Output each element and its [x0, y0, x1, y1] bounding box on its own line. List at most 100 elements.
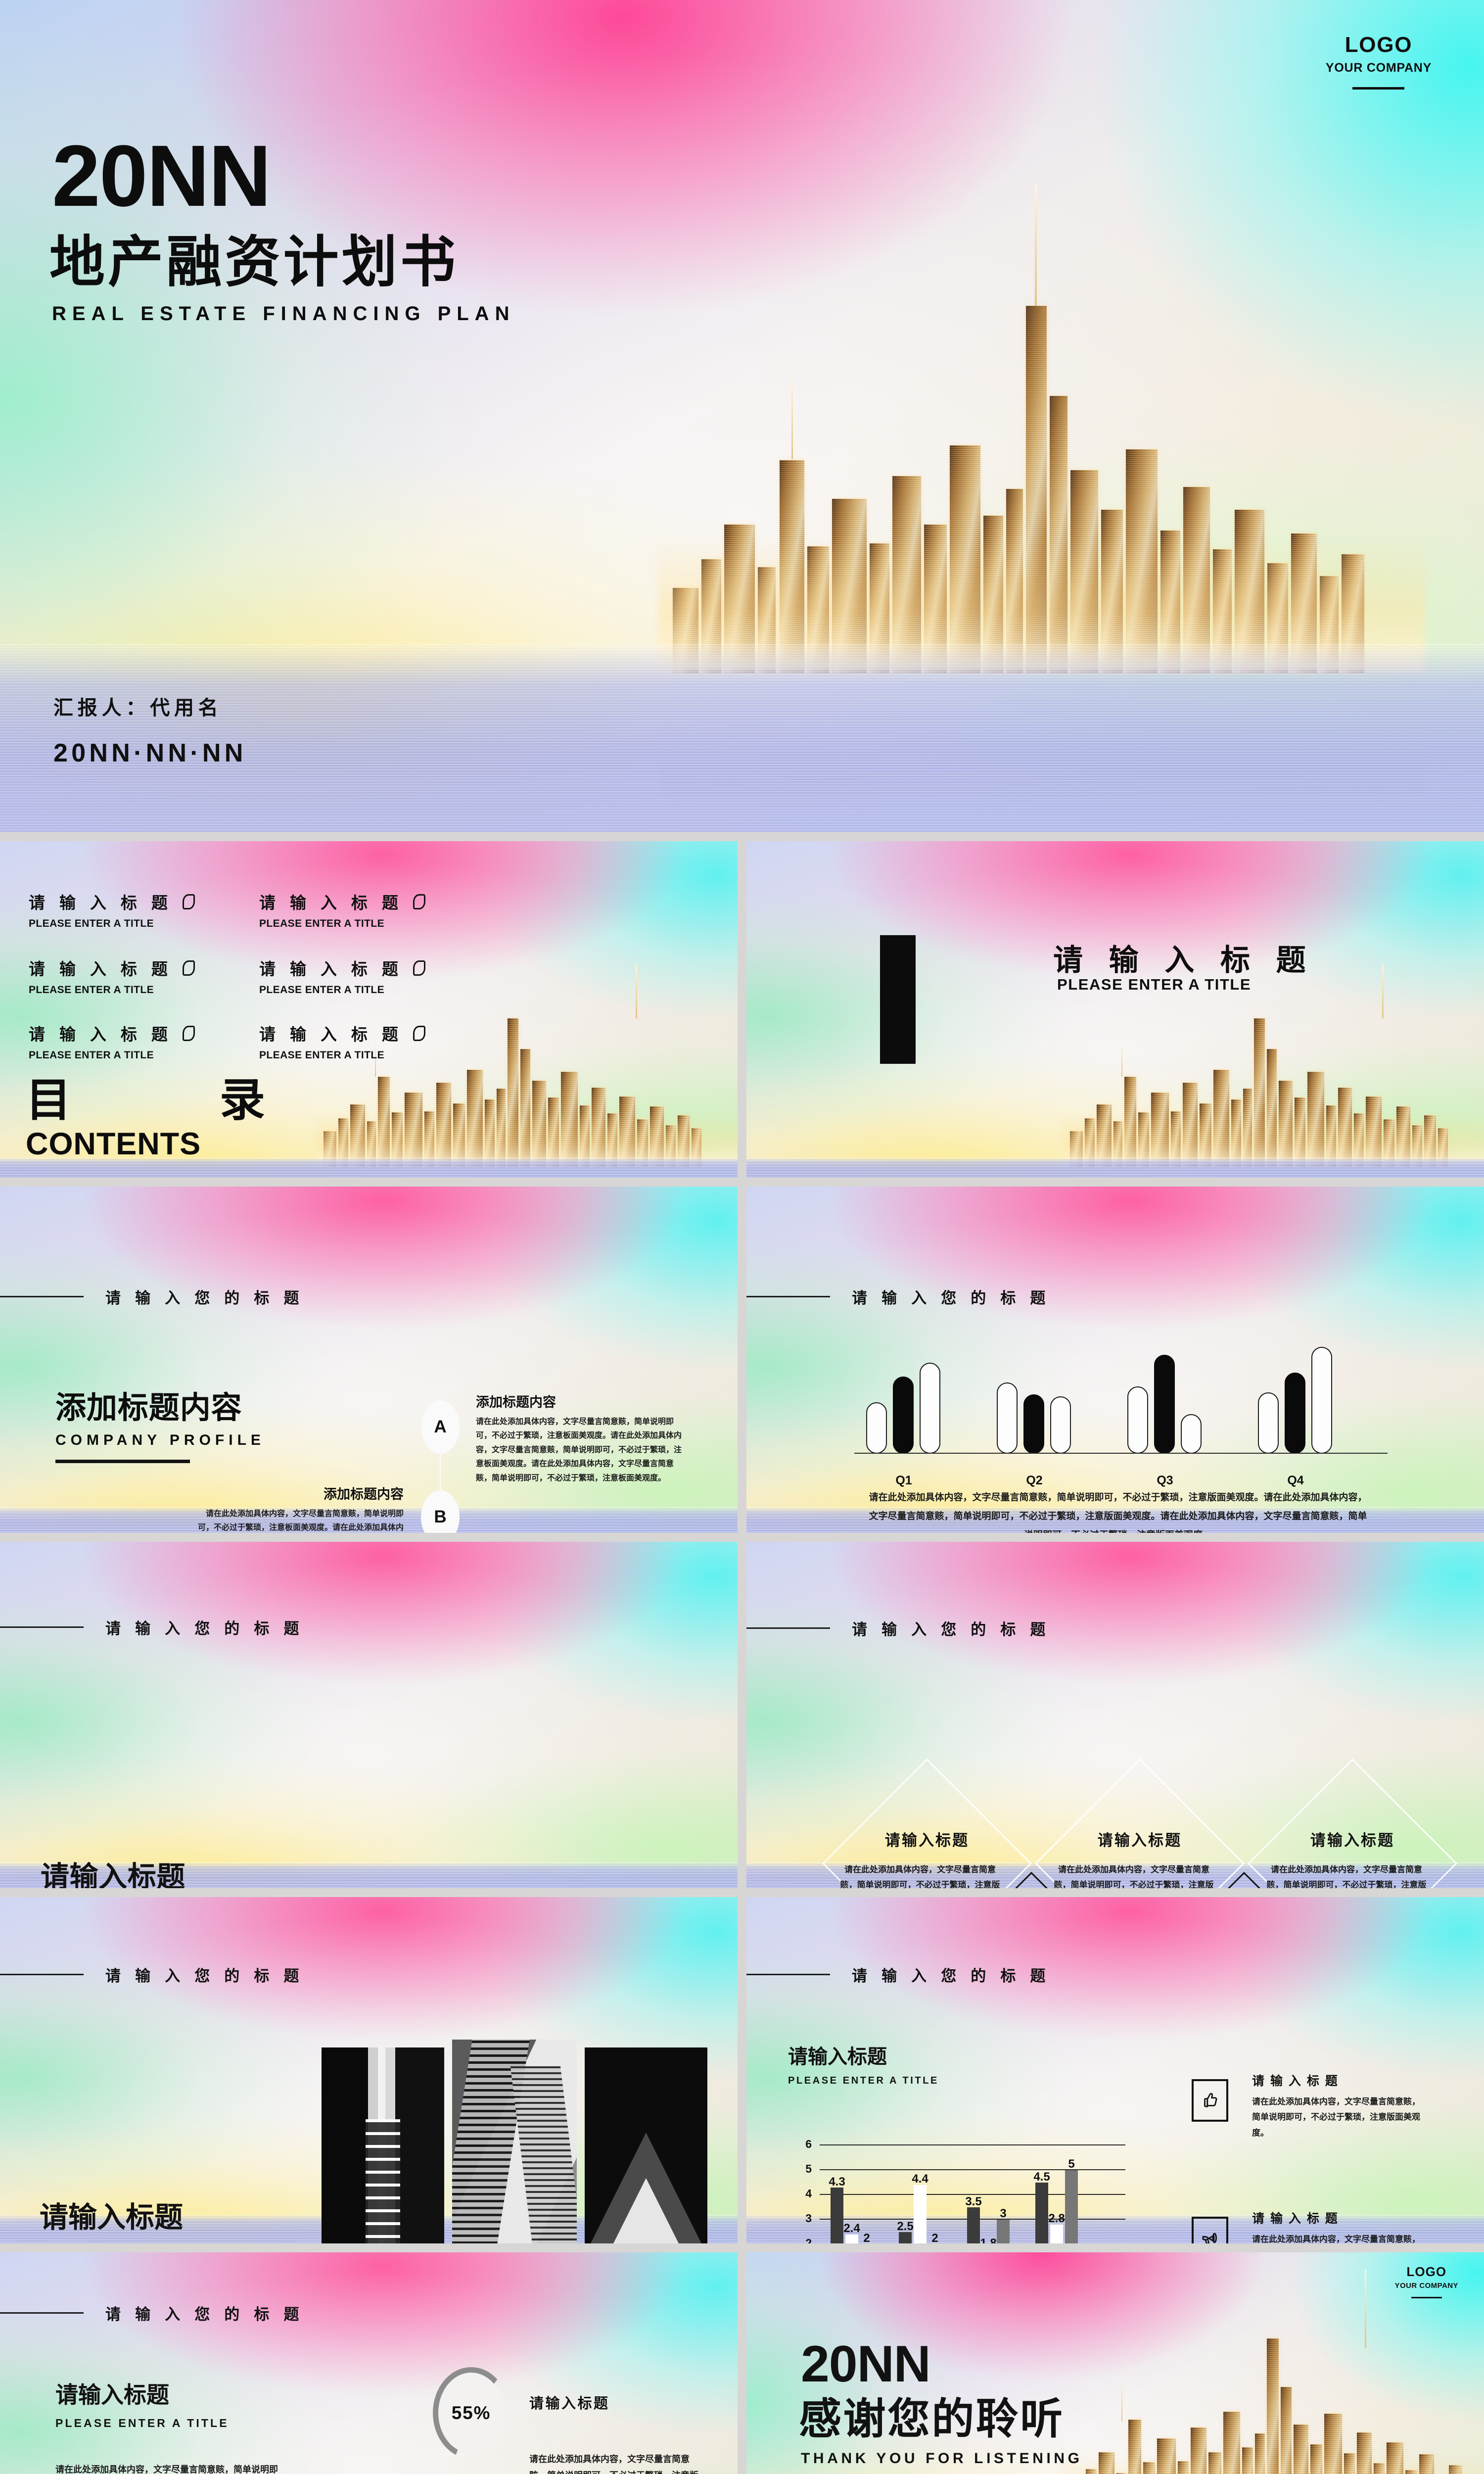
- header-dash-rule: [0, 1296, 84, 1297]
- contents-item-label-cn: 请 输 入 标 题: [29, 894, 173, 912]
- megaphone-icon-frame: [1192, 2217, 1228, 2243]
- profile-node-a-body: 请在此处添加具体内容，文字尽量言简意赅，简单说明即可，不必过于繁琐，注意板面美观…: [476, 1418, 682, 1482]
- profile-node-b-badge[interactable]: B: [421, 1490, 460, 1533]
- contents-item-label-cn: 请 输 入 标 题: [259, 894, 403, 912]
- section-header-label: 请 输 入 您 的 标 题: [105, 2306, 304, 2323]
- profile-node-b-title: 添加标题内容: [324, 1487, 404, 1502]
- profile-node-a-badge[interactable]: A: [421, 1400, 460, 1454]
- contents-item-label-en: PLEASE ENTER A TITLE: [29, 918, 154, 929]
- company-name: YOUR COMPANY: [1394, 2282, 1458, 2290]
- icon-item-body-1: 请在此处添加具体内容，文字尽量言简意赅，简单说明即可，不必过于繁琐，注意版面美观…: [1252, 2097, 1420, 2138]
- water-reflection-band: [0, 1862, 738, 1888]
- profile-title-en: COMPANY PROFILE: [55, 1432, 265, 1448]
- water-reflection-band: [0, 644, 1484, 832]
- slide-fan-chart: 请 输 入 您 的 标 题 请输入标题 PLEASE ENTER A TITLE…: [0, 1542, 738, 1888]
- contents-item-label-cn: 请 输 入 标 题: [29, 960, 173, 978]
- header-dash-rule: [0, 1626, 84, 1628]
- contents-item-3[interactable]: 请 输 入 标 题 PLEASE ENTER A TITLE: [29, 956, 195, 996]
- chart-bar: [1035, 2183, 1048, 2243]
- contents-heading: 目 录 CONTENTS: [26, 1078, 284, 1162]
- contents-item-4[interactable]: 请 输 入 标 题 PLEASE ENTER A TITLE: [259, 956, 426, 996]
- header-dash-rule: [0, 2312, 84, 2314]
- contents-item-label-en: PLEASE ENTER A TITLE: [259, 918, 385, 929]
- donut-body-text: 请在此处添加具体内容，文字尽量言简意赅，简单说明即可，不必过于繁琐，注意版面美观…: [55, 2465, 278, 2474]
- cover-title-en: REAL ESTATE FINANCING PLAN: [52, 303, 515, 325]
- chart-gridline: [820, 2194, 1125, 2195]
- diamond-title-2: 请输入标题: [1097, 1832, 1182, 1849]
- chart-value-label: 2: [863, 2232, 870, 2243]
- timeline-spine: [440, 1404, 441, 1533]
- donut-inner-disc: [438, 2373, 504, 2453]
- section-header: 请 输 入 您 的 标 题: [746, 1617, 1051, 1639]
- chart-bar: [914, 2185, 927, 2243]
- chart-value-label: 2: [931, 2232, 938, 2243]
- chart-y-tick: 4: [805, 2187, 812, 2200]
- chart-y-tick: 3: [805, 2212, 812, 2225]
- thanks-title-cn: 感谢您的聆听: [799, 2395, 1065, 2443]
- chart-axis-line: [854, 1453, 1388, 1454]
- section-header: 请 输 入 您 的 标 题: [0, 1285, 304, 1308]
- contents-item-6[interactable]: 请 输 入 标 题 PLEASE ENTER A TITLE: [259, 1021, 426, 1061]
- slide-company-profile: 请 输 入 您 的 标 题 添加标题内容 COMPANY PROFILE A 添…: [0, 1187, 738, 1533]
- divider-title-cn: 请 输 入 标 题: [1053, 944, 1315, 977]
- water-reflection-band: [746, 1862, 1484, 1888]
- photo-thumbnail-1[interactable]: [322, 2047, 444, 2243]
- chart-bar: [997, 1382, 1018, 1454]
- profile-node-b-body: 请在此处添加具体内容，文字尽量言简意赅，简单说明即可，不必过于繁琐，注意板面美观…: [197, 1510, 404, 1532]
- logo-underline: [1352, 87, 1405, 90]
- thumbs-up-icon: [1204, 2093, 1217, 2107]
- section-header: 请 输 入 您 的 标 题: [0, 1963, 304, 1986]
- fan-progress-chart: 20% 40% 60% 80% 100%: [356, 1710, 712, 1888]
- section-header: 请 输 入 您 的 标 题: [0, 2302, 304, 2324]
- contents-item-label-en: PLEASE ENTER A TITLE: [29, 984, 154, 996]
- divider-title-en: PLEASE ENTER A TITLE: [1057, 976, 1252, 993]
- fan-title-cn: 请输入标题: [41, 1861, 186, 1888]
- chart-bar: [997, 2220, 1010, 2243]
- chart-bar: [893, 1377, 914, 1454]
- water-reflection-band: [746, 1507, 1484, 1533]
- section-header-label: 请 输 入 您 的 标 题: [105, 1967, 304, 1985]
- contents-item-label-en: PLEASE ENTER A TITLE: [259, 984, 385, 996]
- contents-heading-en: CONTENTS: [26, 1127, 201, 1161]
- megaphone-icon: [1202, 2233, 1217, 2243]
- contents-item-5[interactable]: 请 输 入 标 题 PLEASE ENTER A TITLE: [29, 1021, 195, 1061]
- section-header-label: 请 输 入 您 的 标 题: [105, 1620, 304, 1637]
- cover-presenter: 汇报人：代用名: [53, 697, 223, 719]
- water-reflection-band: [0, 1507, 738, 1533]
- thanks-year: 20NN: [801, 2335, 931, 2393]
- chart-y-tick: 2: [805, 2236, 812, 2243]
- chart-category-label: Q2: [1026, 1474, 1043, 1487]
- chart-bar: [845, 2235, 858, 2243]
- slide-column-chart: 请 输 入 您 的 标 题 请输入标题 PLEASE ENTER A TITLE…: [746, 1897, 1484, 2243]
- diamond-connector-1: [999, 1871, 1064, 1888]
- photo-thumbnail-3[interactable]: [585, 2047, 707, 2243]
- section-header: 请 输 入 您 的 标 题: [0, 1616, 304, 1638]
- chart-bar: [920, 1363, 940, 1454]
- diamond-body-1: 请在此处添加具体内容，文字尽量言简意赅，简单说明即可，不必过于繁琐，注意版面美观…: [840, 1865, 1000, 1888]
- contents-item-2[interactable]: 请 输 入 标 题 PLEASE ENTER A TITLE: [259, 890, 426, 930]
- slide-background: [0, 2252, 738, 2474]
- logo-block: LOGO YOUR COMPANY: [1326, 33, 1432, 90]
- contents-item-1[interactable]: 请 输 入 标 题 PLEASE ENTER A TITLE: [29, 890, 195, 930]
- leaf-marker-icon: [413, 1025, 426, 1041]
- chart-gridline: [820, 2169, 1125, 2170]
- chart-bar: [1285, 1373, 1305, 1454]
- icon-item-title-1: 请 输 入 标 题: [1252, 2074, 1339, 2088]
- leaf-marker-icon: [183, 894, 195, 909]
- header-dash-rule: [746, 1627, 830, 1629]
- icon-item-title-2: 请 输 入 标 题: [1252, 2212, 1339, 2226]
- contents-item-label-cn: 请 输 入 标 题: [29, 1025, 173, 1044]
- chart-value-label: 2.4: [843, 2222, 860, 2235]
- contents-item-label-en: PLEASE ENTER A TITLE: [29, 1049, 154, 1061]
- chart-bar: [831, 2188, 843, 2243]
- contents-item-label-cn: 请 输 入 标 题: [259, 960, 403, 978]
- chart-category-label: Q4: [1287, 1474, 1304, 1487]
- photo-thumbnail-2[interactable]: [452, 2040, 577, 2243]
- logo-block: LOGO YOUR COMPANY: [1395, 2264, 1458, 2298]
- chart-bar: [1154, 1355, 1175, 1454]
- pill-quarter-chart: [854, 1347, 1388, 1454]
- profile-node-a-title: 添加标题内容: [476, 1395, 556, 1410]
- donut-title-en: PLEASE ENTER A TITLE: [55, 2417, 229, 2429]
- profile-node-a-letter: A: [434, 1417, 447, 1436]
